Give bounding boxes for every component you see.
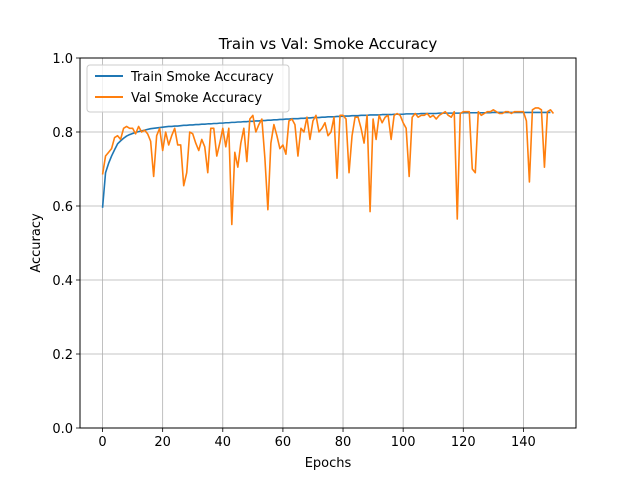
chart-title: Train vs Val: Smoke Accuracy bbox=[218, 35, 438, 53]
y-tick-label: 0.4 bbox=[52, 274, 73, 289]
x-tick-label: 100 bbox=[391, 435, 416, 450]
x-axis-label: Epochs bbox=[305, 456, 352, 471]
x-tick-label: 40 bbox=[215, 435, 232, 450]
legend-box bbox=[86, 64, 290, 113]
series-lines bbox=[101, 107, 555, 226]
legend: Train Smoke Accuracy Val Smoke Accuracy bbox=[86, 64, 290, 113]
y-tick-label: 0.0 bbox=[52, 422, 73, 437]
x-tick-label: 60 bbox=[275, 435, 292, 450]
ticks: 0 20 40 60 80 100 120 140 0.0 0.2 0.4 0.6 0.8 1.0 bbox=[52, 52, 535, 450]
y-tick-label: 0.8 bbox=[52, 126, 73, 141]
x-tick-label: 120 bbox=[451, 435, 476, 450]
x-tick-label: 80 bbox=[335, 435, 352, 450]
x-tick-label: 140 bbox=[511, 435, 536, 450]
y-tick-label: 0.2 bbox=[52, 348, 73, 363]
val-accuracy-line bbox=[101, 107, 555, 226]
y-axis-label: Accuracy bbox=[29, 213, 44, 273]
y-tick-label: 0.6 bbox=[52, 200, 73, 215]
train-accuracy-line bbox=[101, 111, 551, 208]
x-tick-label: 0 bbox=[98, 435, 106, 450]
plot-frame bbox=[79, 57, 577, 429]
x-tick-label: 20 bbox=[154, 435, 171, 450]
legend-label-train: Train Smoke Accuracy bbox=[130, 70, 274, 85]
legend-label-val: Val Smoke Accuracy bbox=[131, 91, 262, 106]
y-tick-label: 1.0 bbox=[52, 52, 73, 67]
